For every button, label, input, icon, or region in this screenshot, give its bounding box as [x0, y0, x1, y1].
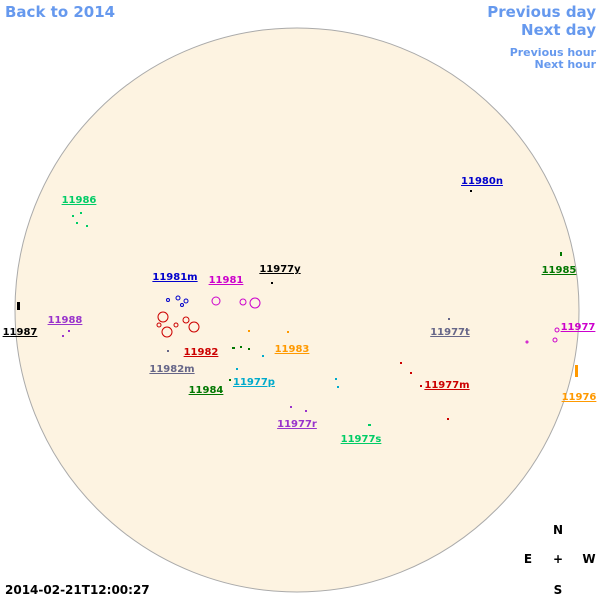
- spot-group: [229, 252, 562, 381]
- region-label[interactable]: 11977m: [424, 380, 469, 391]
- spot-group: [248, 330, 578, 377]
- region-label[interactable]: 11976: [562, 392, 597, 403]
- region-label[interactable]: 11977s: [341, 434, 382, 445]
- region-label[interactable]: 11986: [62, 195, 97, 206]
- back-link[interactable]: Back to 2014: [5, 3, 115, 21]
- spot-group: [211, 296, 560, 344]
- previous-hour-link[interactable]: Previous hour: [510, 46, 597, 59]
- spot-group: [167, 318, 450, 352]
- previous-day-link[interactable]: Previous day: [487, 3, 596, 21]
- sunspots: [17, 190, 578, 426]
- compass-east: E: [524, 552, 532, 566]
- region-label[interactable]: 11982: [184, 347, 219, 358]
- region-label[interactable]: 11977p: [233, 377, 275, 388]
- spot-group: [156, 311, 200, 338]
- region-label[interactable]: 11984: [189, 385, 224, 396]
- region-label[interactable]: 11977t: [430, 327, 470, 338]
- compass-west: W: [582, 552, 595, 566]
- region-label[interactable]: 11981: [209, 275, 244, 286]
- compass-center: +: [553, 552, 563, 566]
- spot-group: [72, 212, 371, 426]
- region-label[interactable]: 11977: [561, 322, 596, 333]
- region-label[interactable]: 11977r: [277, 419, 317, 430]
- region-label[interactable]: 11982m: [149, 364, 194, 375]
- region-label[interactable]: 11977y: [259, 264, 301, 275]
- spot-group: [62, 330, 307, 412]
- next-hour-link[interactable]: Next hour: [535, 58, 597, 71]
- compass-south: S: [554, 583, 563, 597]
- next-day-link[interactable]: Next day: [521, 21, 596, 39]
- spot-group: [400, 362, 449, 420]
- spot-group: [236, 355, 339, 388]
- region-label[interactable]: 11988: [48, 315, 83, 326]
- region-label[interactable]: 11980n: [461, 176, 503, 187]
- region-label[interactable]: 11981m: [152, 272, 197, 283]
- spot-group: [166, 295, 189, 307]
- region-label[interactable]: 11987: [3, 327, 38, 338]
- compass-north: N: [553, 523, 563, 537]
- region-label[interactable]: 11985: [542, 265, 577, 276]
- spot-group: [17, 190, 472, 310]
- timestamp: 2014-02-21T12:00:27: [5, 583, 150, 597]
- solar-disk: [14, 27, 580, 593]
- region-label[interactable]: 11983: [275, 344, 310, 355]
